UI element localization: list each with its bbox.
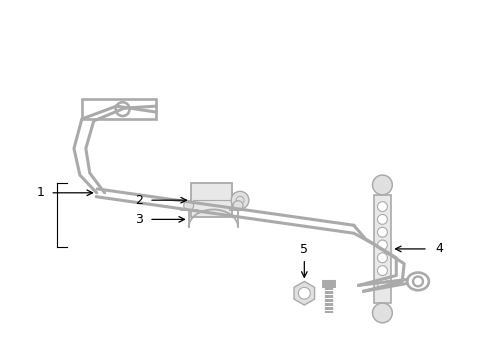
Bar [82, 99, 156, 119]
Circle shape [231, 191, 249, 209]
Circle shape [377, 215, 388, 224]
Circle shape [377, 266, 388, 275]
Text: 3: 3 [135, 213, 143, 226]
Circle shape [377, 227, 388, 237]
Circle shape [372, 303, 392, 323]
Text: 4: 4 [436, 242, 444, 255]
Circle shape [233, 201, 243, 211]
Circle shape [377, 202, 388, 212]
Text: 2: 2 [135, 194, 143, 207]
Circle shape [298, 287, 310, 299]
Text: 1: 1 [36, 186, 44, 199]
Circle shape [377, 253, 388, 263]
Polygon shape [294, 282, 315, 305]
Bar [191, 183, 232, 217]
Circle shape [184, 201, 194, 211]
Circle shape [377, 278, 388, 288]
Text: 5: 5 [300, 243, 308, 256]
Circle shape [377, 240, 388, 250]
Circle shape [372, 175, 392, 195]
Ellipse shape [407, 273, 429, 290]
Bar [373, 195, 392, 303]
